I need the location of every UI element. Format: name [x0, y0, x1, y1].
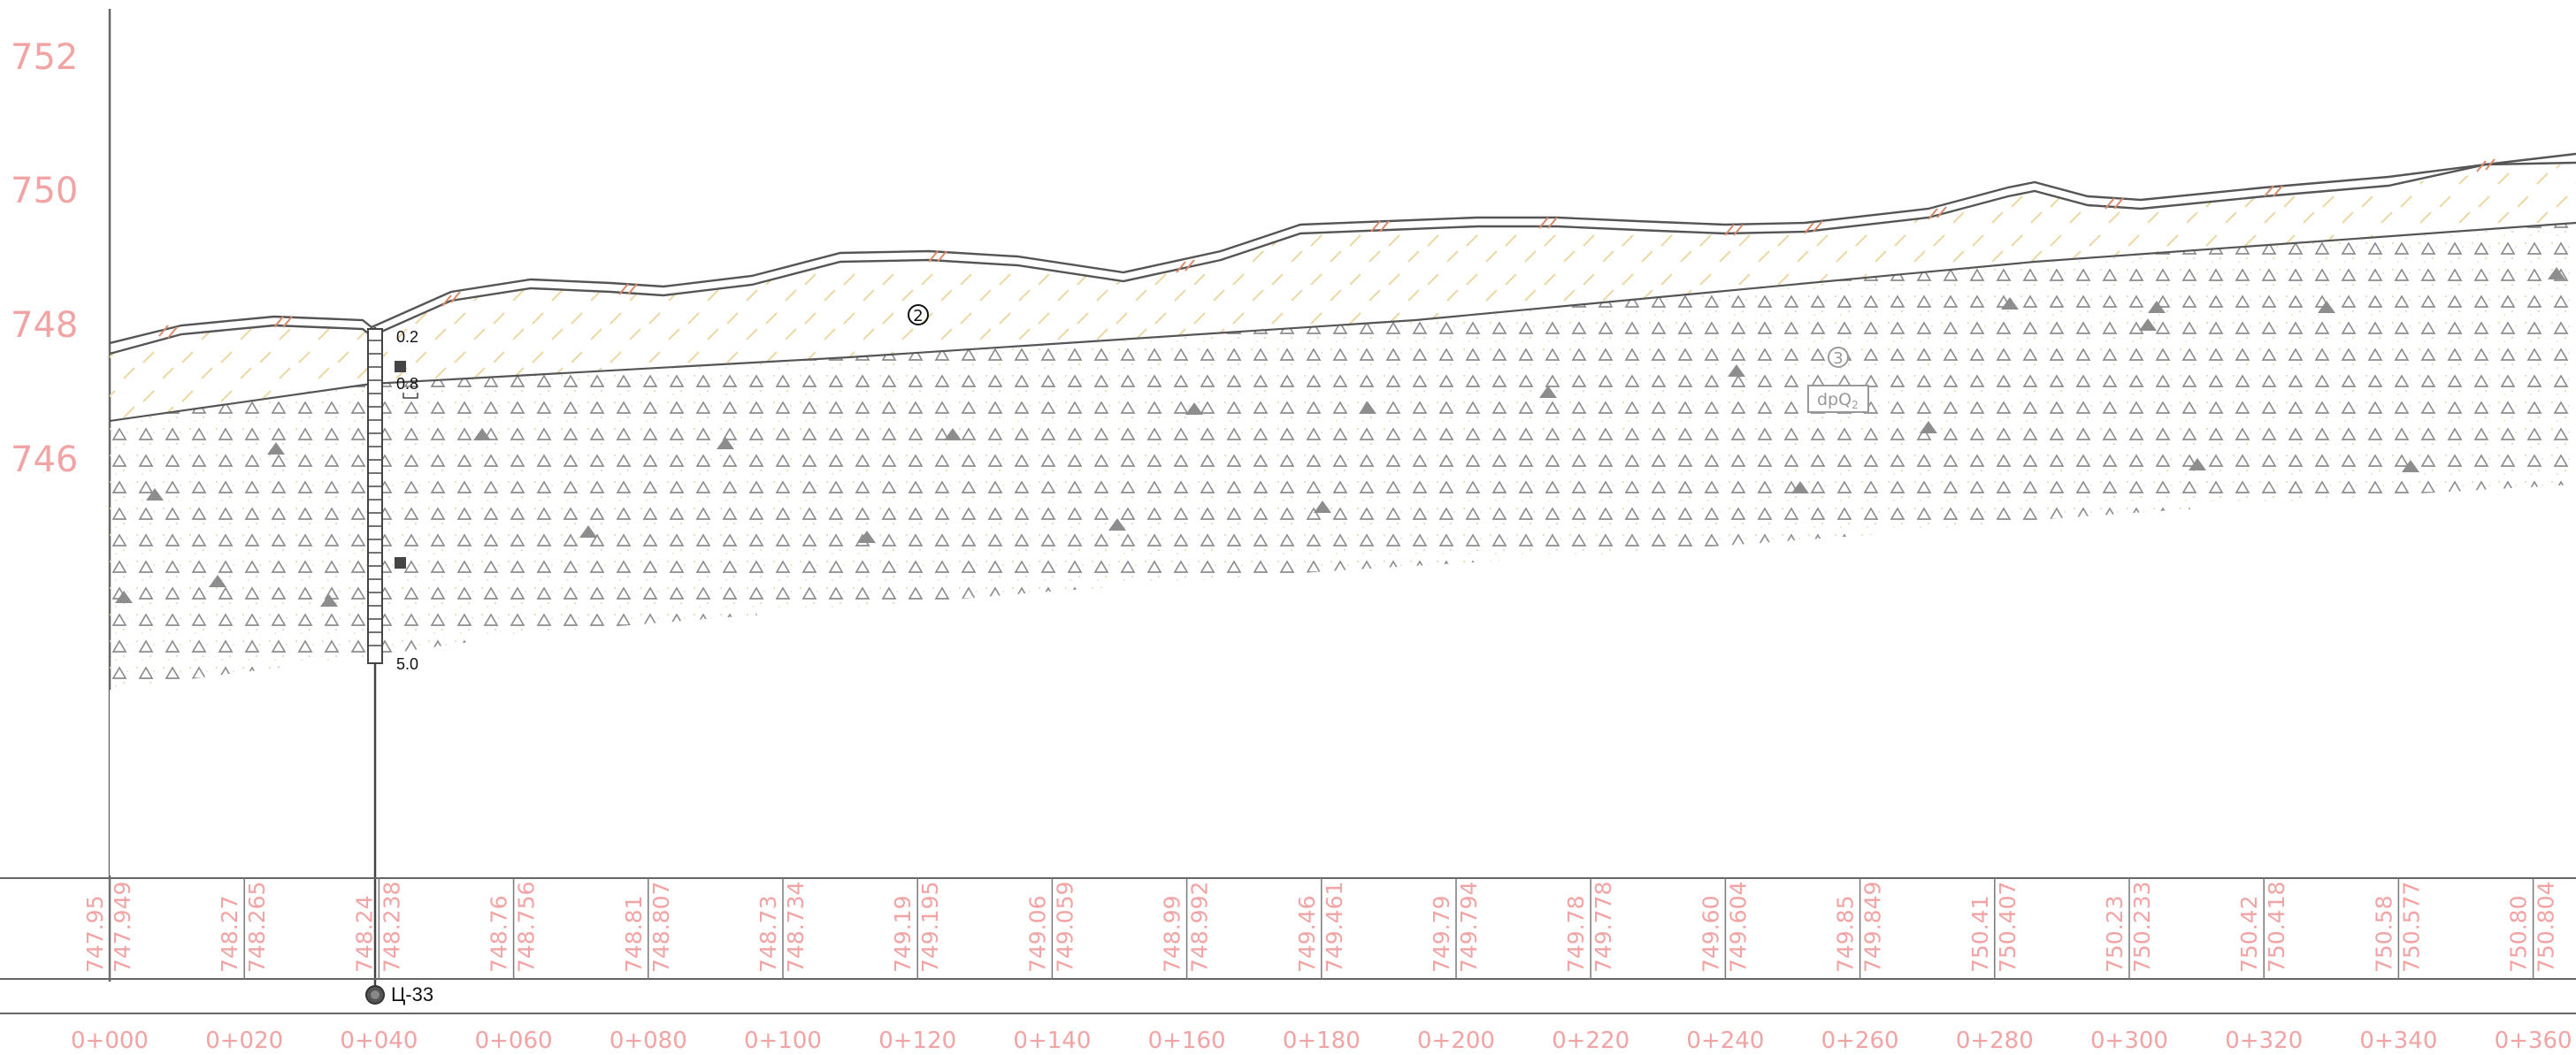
elevation-label-746: 746 — [11, 440, 78, 480]
station-chainage: 0+260 — [1821, 1028, 1899, 1054]
borehole-name: Ц-33 — [391, 983, 433, 1005]
station-design-elevation: 748.24 — [351, 896, 377, 973]
station-design-elevation: 749.46 — [1294, 896, 1320, 973]
station-chainage: 0+020 — [205, 1028, 283, 1054]
station-chainage: 0+160 — [1148, 1028, 1226, 1054]
layer-2-number: 2 — [913, 307, 923, 325]
station-ground-elevation: 748.756 — [514, 882, 540, 973]
station-design-elevation: 750.23 — [2102, 896, 2128, 973]
station-chainage: 0+100 — [744, 1028, 822, 1054]
station-chainage: 0+140 — [1013, 1028, 1091, 1054]
station-ground-elevation: 749.461 — [1322, 882, 1347, 973]
elevation-label-748: 748 — [11, 305, 78, 346]
sample-marker — [395, 361, 406, 372]
elevation-label-750: 750 — [11, 171, 78, 211]
elevation-label-752: 752 — [11, 37, 78, 78]
station-chainage: 0+200 — [1417, 1028, 1495, 1054]
data-table: 747.95 747.949 0+000 748.27 748.265 0+020 748.… — [0, 877, 2576, 1054]
station-ground-elevation: 747.949 — [110, 882, 135, 973]
layer-boundary — [110, 221, 2576, 423]
station-ground-elevation: 749.059 — [1052, 882, 1077, 973]
station-ground-elevation: 750.233 — [2129, 882, 2155, 973]
borehole-ticks — [368, 340, 382, 646]
station-ground-elevation: 750.407 — [1995, 882, 2020, 973]
station-ground-elevation: 750.804 — [2534, 882, 2559, 973]
station-ground-elevation: 749.195 — [917, 882, 943, 973]
station-design-elevation: 750.58 — [2371, 896, 2396, 973]
station-design-elevation: 748.99 — [1160, 896, 1185, 973]
station-chainage: 0+340 — [2359, 1028, 2437, 1054]
station-chainage: 0+280 — [1956, 1028, 2034, 1054]
station-design-elevation: 750.80 — [2506, 896, 2532, 973]
station-design-elevation: 749.78 — [1563, 896, 1589, 973]
depth-bracket — [402, 393, 418, 399]
layer-3-marker: 3 dpQ2 — [1807, 347, 1869, 413]
station-design-elevation: 750.42 — [2236, 896, 2262, 973]
station-ground-elevation: 749.778 — [1591, 882, 1616, 973]
station-design-elevation: 750.41 — [1967, 896, 1993, 973]
sample-marker — [395, 557, 406, 569]
elevation-axis: 752 750 748 746 — [11, 9, 111, 982]
borehole-column: 0.2 0.8 5.0 — [367, 327, 418, 990]
station-chainage: 0+360 — [2495, 1028, 2572, 1054]
station-design-elevation: 748.73 — [755, 896, 781, 973]
borehole-label: Ц-33 — [365, 983, 433, 1005]
station-cells: 747.95 747.949 0+000 748.27 748.265 0+020 748.… — [71, 878, 2572, 1054]
layer-3-number: 3 — [1833, 349, 1843, 368]
station-design-elevation: 749.60 — [1698, 896, 1723, 973]
station-design-elevation: 749.19 — [890, 896, 916, 973]
station-ground-elevation: 748.807 — [648, 882, 674, 973]
station-chainage: 0+040 — [340, 1028, 418, 1054]
station-ground-elevation: 748.734 — [783, 882, 809, 973]
station-chainage: 0+220 — [1552, 1028, 1629, 1054]
depth-label-bottom: 5.0 — [396, 655, 418, 673]
station-design-elevation: 748.76 — [487, 896, 512, 973]
layer-2-marker: 2 — [908, 304, 929, 325]
topsoil-base-line — [110, 161, 2576, 355]
station-ground-elevation: 748.238 — [379, 882, 404, 973]
station-design-elevation: 749.79 — [1429, 896, 1454, 973]
layer-3-pinch-edges — [110, 485, 2576, 875]
station-chainage: 0+180 — [1283, 1028, 1361, 1054]
station-ground-elevation: 749.604 — [1725, 882, 1751, 973]
station-chainage: 0+300 — [2090, 1028, 2168, 1054]
station-ground-elevation: 750.418 — [2264, 882, 2289, 973]
station-ground-elevation: 748.992 — [1187, 882, 1213, 973]
soil-layers — [110, 152, 2576, 875]
layer-3-code-box — [1807, 385, 1869, 413]
station-chainage: 0+120 — [878, 1028, 956, 1054]
station-chainage: 0+320 — [2225, 1028, 2303, 1054]
station-chainage: 0+080 — [610, 1028, 687, 1054]
depth-label-top: 0.2 — [396, 328, 418, 346]
boulder-symbols — [115, 267, 2565, 607]
loam-layer-2 — [110, 163, 2576, 421]
station-chainage: 0+000 — [71, 1028, 149, 1054]
layer-3-code: dpQ2 — [1817, 390, 1859, 411]
station-design-elevation: 749.06 — [1024, 896, 1050, 973]
depth-label-mid: 0.8 — [396, 375, 418, 393]
ground-surface-line — [110, 152, 2576, 345]
station-ground-elevation: 748.265 — [244, 882, 270, 973]
station-ground-elevation: 749.794 — [1456, 882, 1482, 973]
station-chainage: 0+240 — [1686, 1028, 1764, 1054]
station-chainage: 0+060 — [475, 1028, 553, 1054]
station-design-elevation: 748.81 — [621, 896, 647, 973]
station-design-elevation: 749.85 — [1833, 896, 1859, 973]
station-ground-elevation: 749.849 — [1860, 882, 1886, 973]
station-design-elevation: 748.27 — [217, 896, 242, 973]
gravel-layer-3 — [110, 223, 2576, 690]
station-ground-elevation: 750.577 — [2398, 882, 2424, 973]
topsoil-hatch — [158, 158, 2496, 339]
station-design-elevation: 747.95 — [82, 896, 108, 973]
